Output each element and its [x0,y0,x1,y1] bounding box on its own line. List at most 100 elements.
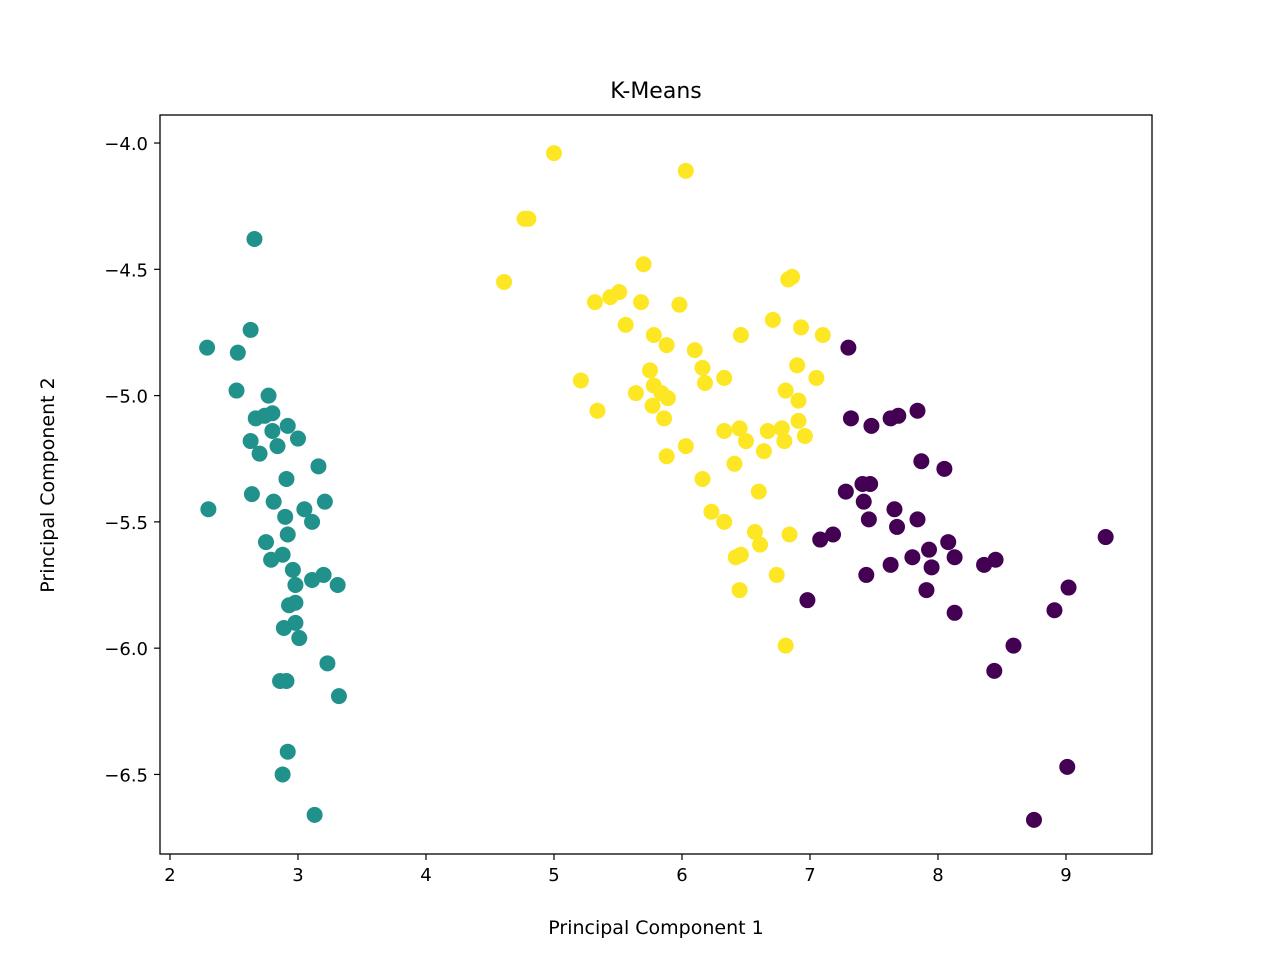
y-axis: −4.0 −4.5 −5.0 −5.5 −6.0 −6.5 [104,134,160,786]
data-point-cluster-1-18 [200,501,217,518]
data-point-cluster-1-5 [260,387,277,404]
data-point-cluster-1-9 [264,422,281,439]
data-point-cluster-0-13 [886,501,903,518]
data-point-cluster-2-1 [677,162,694,179]
data-point-cluster-2-60 [781,526,798,543]
data-point-cluster-0-35 [1059,758,1076,775]
data-point-cluster-1-19 [265,493,282,510]
y-tick-label: −6.5 [104,765,148,786]
data-point-cluster-2-52 [750,483,767,500]
data-point-cluster-0-23 [923,559,940,576]
data-point-cluster-1-8 [264,405,281,422]
data-point-cluster-1-12 [242,433,259,450]
data-point-cluster-0-36 [1025,811,1042,828]
data-point-cluster-0-14 [889,518,906,535]
data-point-cluster-2-8 [611,284,628,301]
y-tick-label: −6.0 [104,639,148,660]
data-point-cluster-1-28 [284,561,301,578]
data-point-cluster-2-54 [752,536,769,553]
data-point-cluster-0-12 [860,511,877,528]
data-point-cluster-0-11 [855,493,872,510]
data-point-cluster-2-41 [716,422,733,439]
data-point-cluster-0-31 [1060,579,1077,596]
data-point-cluster-0-2 [863,417,880,434]
data-point-cluster-2-47 [755,443,772,460]
data-point-cluster-0-24 [940,534,957,551]
data-point-cluster-2-6 [586,294,603,311]
data-point-cluster-1-0 [246,231,263,248]
data-point-cluster-0-8 [837,483,854,500]
data-point-cluster-2-40 [796,428,813,445]
data-point-cluster-0-18 [858,566,875,583]
data-point-cluster-0-29 [987,551,1004,568]
data-point-cluster-2-39 [790,412,807,429]
data-points [199,145,1114,828]
data-point-cluster-0-17 [812,531,829,548]
data-point-cluster-0-27 [946,604,963,621]
x-tick-label: 5 [548,865,559,886]
data-point-cluster-1-38 [319,655,336,672]
x-tick-label: 6 [676,865,687,886]
data-point-cluster-2-22 [656,410,673,427]
data-point-cluster-2-20 [659,390,676,407]
data-point-cluster-0-20 [882,556,899,573]
data-point-cluster-1-40 [278,672,295,689]
data-point-cluster-1-41 [330,688,347,705]
data-point-cluster-2-38 [790,392,807,409]
data-point-cluster-1-23 [304,513,321,530]
y-tick-label: −5.0 [104,387,148,408]
data-point-cluster-2-26 [694,359,711,376]
y-tick-label: −4.0 [104,134,148,155]
data-point-cluster-2-36 [808,369,825,386]
data-point-cluster-2-9 [633,294,650,311]
data-point-cluster-2-42 [731,420,748,437]
x-axis: 2 3 4 5 6 7 8 9 [164,854,1072,886]
data-point-cluster-1-31 [315,566,332,583]
data-point-cluster-2-58 [731,582,748,599]
data-point-cluster-1-14 [269,438,286,455]
data-point-cluster-1-37 [291,630,308,647]
data-point-cluster-1-11 [289,430,306,447]
x-tick-label: 3 [292,865,303,886]
x-axis-label: Principal Component 1 [548,917,763,939]
data-point-cluster-2-3 [520,210,537,227]
data-point-cluster-0-15 [909,511,926,528]
data-point-cluster-0-7 [936,460,953,477]
data-point-cluster-0-16 [825,526,842,543]
data-point-cluster-2-37 [777,382,794,399]
data-point-cluster-0-34 [986,662,1003,679]
data-point-cluster-2-11 [617,316,634,333]
data-point-cluster-1-34 [287,594,304,611]
data-point-cluster-2-35 [789,357,806,374]
chart-title: K-Means [610,79,701,104]
data-point-cluster-2-16 [627,385,644,402]
data-point-cluster-0-26 [918,582,935,599]
y-tick-label: −4.5 [104,260,148,281]
data-point-cluster-1-1 [199,339,216,356]
data-point-cluster-2-43 [737,433,754,450]
data-point-cluster-1-16 [310,458,327,475]
data-point-cluster-2-51 [716,513,733,530]
data-point-cluster-1-24 [279,526,296,543]
data-point-cluster-1-4 [228,382,245,399]
data-point-cluster-2-21 [644,397,661,414]
data-point-cluster-2-30 [764,311,781,328]
data-point-cluster-1-44 [306,806,323,823]
data-point-cluster-0-19 [799,592,816,609]
data-point-cluster-2-27 [697,374,714,391]
data-point-cluster-1-3 [229,344,246,361]
data-point-cluster-1-42 [279,743,296,760]
data-point-cluster-2-57 [768,566,785,583]
data-point-cluster-1-21 [277,508,294,525]
data-point-cluster-1-2 [242,321,259,338]
data-point-cluster-1-22 [296,501,313,518]
axes-frame [159,114,1153,855]
data-point-cluster-2-32 [784,268,801,285]
x-tick-label: 9 [1060,865,1071,886]
data-point-cluster-1-10 [279,417,296,434]
data-point-cluster-0-32 [1046,602,1063,619]
data-point-cluster-2-33 [793,319,810,336]
data-point-cluster-0-0 [840,339,857,356]
y-tick-label: −5.5 [104,513,148,534]
